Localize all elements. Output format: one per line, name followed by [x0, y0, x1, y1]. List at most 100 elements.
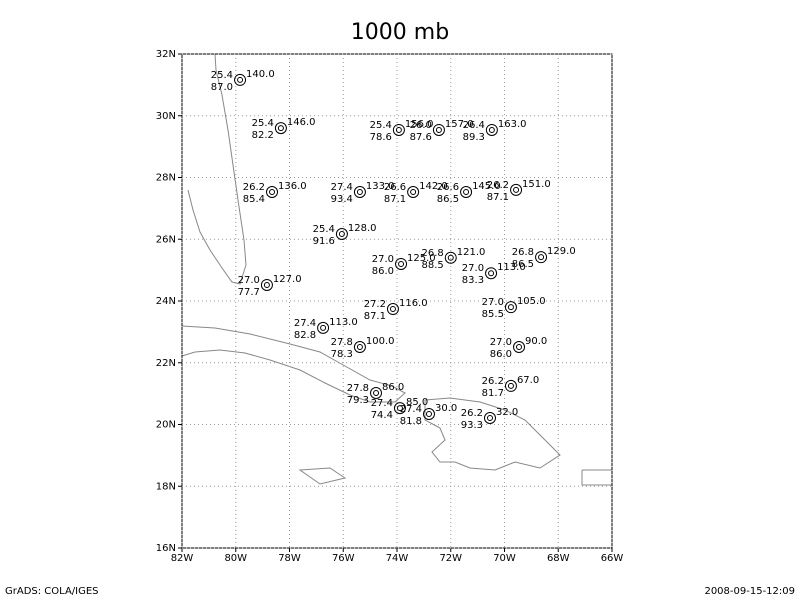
station-temp: 26.6 — [437, 182, 459, 193]
station-height: 145.0 — [472, 181, 501, 192]
station-dew: 87.1 — [364, 311, 386, 322]
station-dew: 87.1 — [384, 194, 406, 205]
station-temp: 25.4 — [252, 118, 274, 129]
station-dot — [507, 304, 514, 311]
station-dot — [338, 231, 345, 238]
station-dew: 86.0 — [490, 349, 512, 360]
station-ring — [335, 228, 348, 241]
station-temp: 27.0 — [482, 297, 504, 308]
station-dew: 88.5 — [421, 260, 443, 271]
station-height: 128.0 — [348, 223, 377, 234]
station-ring — [432, 123, 445, 136]
station-ring — [535, 251, 548, 264]
station-height: 142.0 — [419, 181, 448, 192]
station-dew: 85.4 — [243, 194, 265, 205]
y-tick-label: 20N — [156, 420, 176, 431]
x-tick-label: 76W — [332, 553, 355, 564]
station-dew: 86.5 — [437, 194, 459, 205]
station-ring — [393, 402, 406, 415]
x-tick-label: 80W — [224, 553, 247, 564]
station-temp: 27.0 — [462, 263, 484, 274]
station-temp: 27.0 — [372, 254, 394, 265]
station-dot — [513, 186, 520, 193]
station-dew: 78.6 — [370, 132, 392, 143]
station-temp: 27.2 — [364, 299, 386, 310]
station-dot — [447, 254, 454, 261]
x-tick-label: 82W — [171, 553, 194, 564]
y-tick-label: 28N — [156, 173, 176, 184]
station-dew: 86.0 — [372, 266, 394, 277]
station-dot — [389, 306, 396, 313]
y-tick-label: 22N — [156, 358, 176, 369]
station-temp: 26.2 — [461, 408, 483, 419]
station-height: 136.0 — [278, 181, 307, 192]
station-ring — [513, 341, 526, 354]
station-temp: 27.4 — [331, 182, 353, 193]
station-ring — [504, 301, 517, 314]
station-dot — [410, 189, 417, 196]
station-dot — [538, 254, 545, 261]
station-dot — [263, 281, 270, 288]
station-height: 85.0 — [406, 397, 428, 408]
station-dew: 89.3 — [463, 132, 485, 143]
station-temp: 27.4 — [400, 404, 422, 415]
cuba-coast — [181, 325, 406, 403]
station-dew: 87.0 — [211, 82, 233, 93]
station-height: 86.0 — [382, 382, 404, 393]
station-height: 113.0 — [497, 262, 526, 273]
station-dot — [356, 189, 363, 196]
station-dot — [395, 126, 402, 133]
station-temp: 26.2 — [482, 376, 504, 387]
station-dew: 93.4 — [331, 194, 353, 205]
station-temp: 25.4 — [211, 70, 233, 81]
station-height: 157.0 — [445, 119, 474, 130]
station-temp: 27.4 — [294, 318, 316, 329]
station-ring — [370, 387, 383, 400]
station-temp: 26.2 — [487, 180, 509, 191]
station-height: 30.0 — [435, 403, 457, 414]
station-ring — [504, 379, 517, 392]
station-dew: 91.6 — [313, 236, 335, 247]
station-temp: 25.4 — [313, 224, 335, 235]
station-dot — [398, 260, 405, 267]
station-dew: 93.3 — [461, 420, 483, 431]
station-height: 151.0 — [522, 179, 551, 190]
station-temp: 27.8 — [331, 337, 353, 348]
station-ring — [422, 408, 435, 421]
station-height: 129.0 — [547, 246, 576, 257]
station-temp: 26.4 — [463, 120, 485, 131]
station-ring — [266, 186, 279, 199]
station-ring — [407, 186, 420, 199]
y-tick-label: 18N — [156, 481, 176, 492]
station-height: 116.0 — [399, 298, 428, 309]
station-temp: 26.8 — [512, 247, 534, 258]
station-height: 121.0 — [457, 247, 486, 258]
station-ring — [317, 321, 330, 334]
x-tick-label: 68W — [547, 553, 570, 564]
station-height: 133.0 — [366, 181, 395, 192]
station-height: 90.0 — [525, 336, 547, 347]
station-temp: 27.8 — [347, 383, 369, 394]
station-dew: 79.3 — [347, 395, 369, 406]
station-height: 67.0 — [517, 375, 539, 386]
station-ring — [395, 257, 408, 270]
station-dot — [269, 189, 276, 196]
station-height: 113.0 — [329, 317, 358, 328]
station-dot — [486, 415, 493, 422]
station-dot — [463, 189, 470, 196]
station-dot — [516, 344, 523, 351]
station-ring — [485, 267, 498, 280]
station-temp: 26.0 — [410, 120, 432, 131]
station-dot — [277, 125, 284, 132]
station-height: 125.0 — [407, 253, 436, 264]
station-dew: 85.5 — [482, 309, 504, 320]
station-temp: 27.0 — [490, 337, 512, 348]
station-height: 32.0 — [496, 407, 518, 418]
station-dot — [320, 324, 327, 331]
x-tick-label: 72W — [439, 553, 462, 564]
map-title: 1000 mb — [351, 20, 449, 45]
station-ring — [510, 183, 523, 196]
y-tick-label: 16N — [156, 543, 176, 554]
station-height: 105.0 — [517, 296, 546, 307]
